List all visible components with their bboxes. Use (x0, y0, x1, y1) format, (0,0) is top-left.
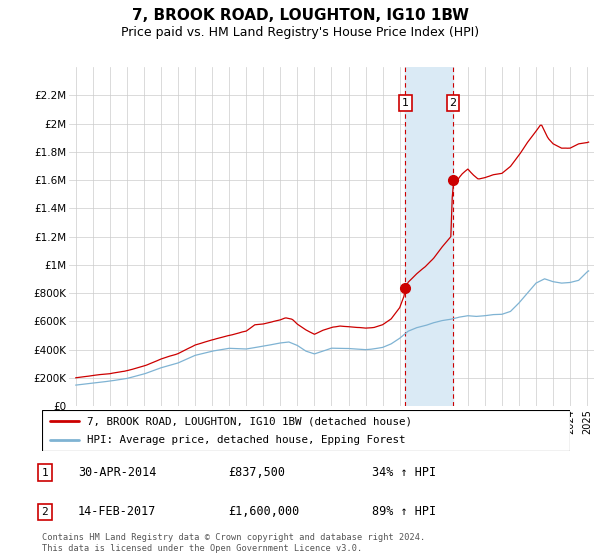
Bar (406, 67, 453, 406)
Text: 14-FEB-2017: 14-FEB-2017 (78, 505, 157, 519)
Text: 7, BROOK ROAD, LOUGHTON, IG10 1BW: 7, BROOK ROAD, LOUGHTON, IG10 1BW (131, 8, 469, 24)
Text: 1: 1 (41, 468, 49, 478)
Text: 34% ↑ HPI: 34% ↑ HPI (372, 466, 436, 479)
Text: 2: 2 (449, 98, 457, 108)
Text: Price paid vs. HM Land Registry's House Price Index (HPI): Price paid vs. HM Land Registry's House … (121, 26, 479, 39)
Text: 1: 1 (402, 98, 409, 108)
Text: 2: 2 (41, 507, 49, 517)
Text: Contains HM Land Registry data © Crown copyright and database right 2024.
This d: Contains HM Land Registry data © Crown c… (42, 533, 425, 553)
Text: £837,500: £837,500 (228, 466, 285, 479)
Text: 7, BROOK ROAD, LOUGHTON, IG10 1BW (detached house): 7, BROOK ROAD, LOUGHTON, IG10 1BW (detac… (87, 417, 412, 426)
Text: £1,600,000: £1,600,000 (228, 505, 299, 519)
Text: 89% ↑ HPI: 89% ↑ HPI (372, 505, 436, 519)
Text: 30-APR-2014: 30-APR-2014 (78, 466, 157, 479)
Text: HPI: Average price, detached house, Epping Forest: HPI: Average price, detached house, Eppi… (87, 435, 406, 445)
